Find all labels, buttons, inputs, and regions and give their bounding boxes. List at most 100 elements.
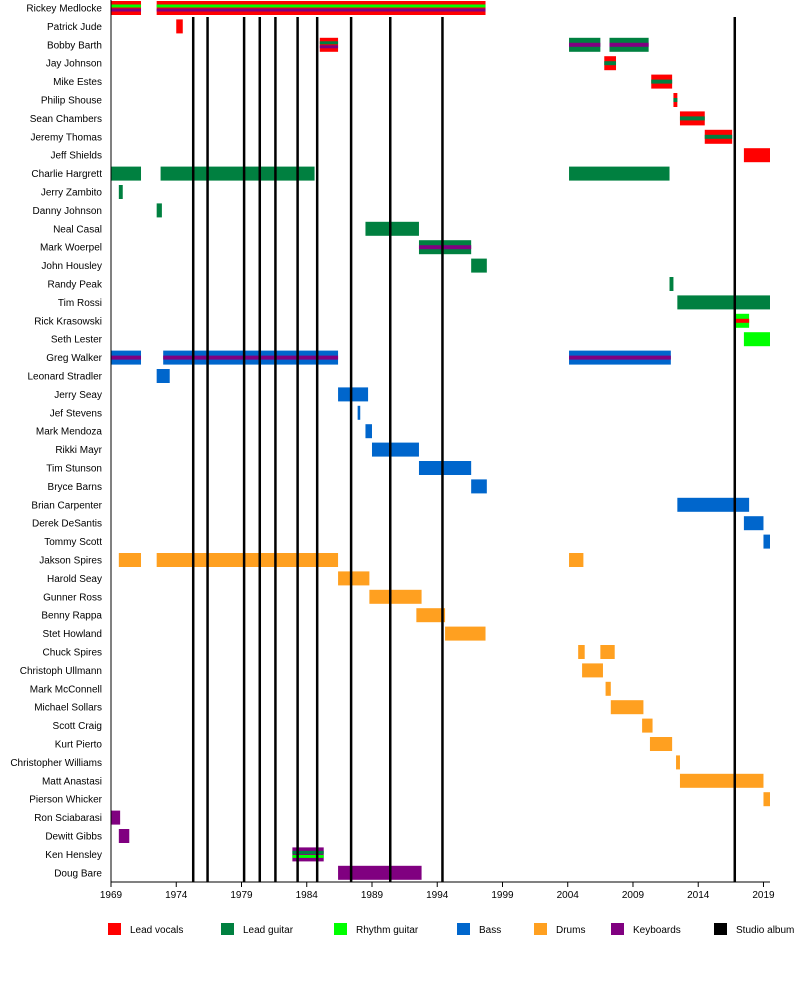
member-bar-secondary-role [418, 245, 472, 250]
member-name-label: Seth Lester [51, 335, 103, 346]
legend-swatch-vocals [108, 923, 121, 935]
member-bar [338, 387, 369, 402]
member-bar-secondary-role [111, 8, 142, 12]
member-bar-secondary-role [156, 4, 486, 8]
member-name-label: Brian Carpenter [31, 500, 102, 511]
member-name-label: Mike Estes [53, 77, 102, 88]
x-tick-label: 1989 [361, 890, 384, 901]
member-bar-secondary-role [292, 854, 324, 858]
x-tick-label: 1979 [230, 890, 253, 901]
member-name-label: Gunner Ross [43, 592, 102, 603]
member-bar [418, 461, 472, 475]
member-bar-secondary-role [604, 61, 617, 66]
legend-swatch-keys [611, 923, 624, 935]
member-bar-secondary-role [609, 42, 649, 47]
member-name-label: Neal Casal [53, 224, 102, 235]
member-name-label: Christopher Williams [10, 758, 102, 769]
member-bar [118, 185, 123, 199]
member-name-label: Rick Krasowski [34, 316, 102, 327]
member-name-label: Dewitt Gibbs [45, 832, 102, 843]
member-name-label: Ron Sciabarasi [34, 813, 102, 824]
member-name-label: Tim Stunson [46, 464, 102, 475]
member-bar [569, 166, 670, 181]
member-bar-secondary-role [111, 4, 142, 8]
member-bar-secondary-role [704, 134, 733, 139]
member-name-label: John Housley [41, 261, 102, 272]
x-axis: 1969 1974 1979 1984 1989 1994 1999 2004 2009 2014… [100, 0, 775, 901]
member-bar [600, 645, 615, 659]
member-name-label: Chuck Spires [43, 648, 102, 659]
member-bar-secondary-role [292, 850, 324, 854]
x-tick-label: 1984 [296, 890, 319, 901]
member-bar-secondary-role [569, 42, 601, 47]
member-name-label: Patrick Jude [47, 22, 102, 33]
member-bar [582, 663, 603, 678]
member-name-label: Jerry Seay [54, 390, 102, 401]
member-bar [610, 700, 644, 715]
member-name-label: Rickey Medlocke [26, 4, 102, 15]
member-bar-secondary-role [734, 318, 750, 323]
member-bar [319, 37, 339, 52]
legend-swatch-rhythm [334, 923, 347, 935]
member-name-label: Harold Seay [47, 574, 102, 585]
member-bar-secondary-role [651, 79, 673, 84]
member-name-label: Jeff Shields [50, 151, 102, 162]
legend-label-bass: Bass [479, 925, 501, 936]
legend-swatch-lead [221, 923, 234, 935]
member-name-label: Stet Howland [43, 629, 102, 640]
member-name-label: Jay Johnson [46, 59, 102, 70]
member-name-label: Matt Anastasi [42, 776, 102, 787]
member-bar [111, 1, 142, 15]
member-bar-secondary-role [156, 8, 486, 12]
member-bar-secondary-role [319, 45, 339, 49]
member-bar [471, 258, 487, 273]
member-bar [365, 424, 372, 439]
member-bar [118, 553, 142, 567]
legend-label-lead: Lead guitar [243, 925, 294, 936]
member-bar [605, 681, 611, 696]
member-bar [176, 19, 183, 34]
x-tick-label: 2009 [622, 890, 645, 901]
member-name-label: Philip Shouse [41, 96, 103, 107]
x-tick-label: 1999 [491, 890, 514, 901]
member-bar [679, 773, 764, 788]
member-name-label: Ken Hensley [45, 850, 102, 861]
member-bar [156, 203, 162, 218]
x-tick-label: 1969 [100, 890, 123, 901]
member-name-label: Pierson Whicker [29, 795, 102, 806]
member-bar [118, 829, 130, 843]
member-name-label: Jeremy Thomas [30, 132, 102, 143]
member-bar [743, 148, 770, 163]
member-bar [338, 865, 422, 880]
album-lines [191, 17, 737, 882]
member-bar [111, 810, 121, 825]
member-bar [156, 553, 339, 567]
member-name-label: Tommy Scott [44, 537, 102, 548]
member-bar [669, 277, 674, 291]
member-name-label: Greg Walker [46, 353, 102, 364]
member-bar-secondary-role [673, 98, 678, 102]
x-tick-label: 1994 [426, 890, 449, 901]
member-bar [160, 166, 315, 181]
member-bar-secondary-role [163, 355, 339, 360]
member-bar [416, 608, 446, 623]
member-name-label: Mark Mendoza [36, 427, 103, 438]
member-bar [649, 737, 673, 751]
member-name-label: Randy Peak [48, 280, 103, 291]
member-name-label: Bobby Barth [47, 40, 102, 51]
legend-label-drums: Drums [556, 925, 585, 936]
legend-label-vocals: Lead vocals [130, 925, 183, 936]
legend: Lead vocals Lead guitar Rhythm guitar Bass D… [108, 923, 794, 936]
member-bar [677, 497, 750, 512]
member-name-label: Sean Chambers [30, 114, 102, 125]
member-bar [156, 1, 486, 15]
member-bar [676, 755, 680, 770]
member-name-label: Charlie Hargrett [31, 169, 102, 180]
x-tick-label: 1974 [165, 890, 188, 901]
x-tick-label: 2014 [687, 890, 710, 901]
member-name-label: Mark Woerpel [40, 243, 102, 254]
member-bar-secondary-role [319, 41, 339, 45]
member-name-label: Tim Rossi [58, 298, 102, 309]
member-name-label: Kurt Pierto [55, 740, 103, 751]
